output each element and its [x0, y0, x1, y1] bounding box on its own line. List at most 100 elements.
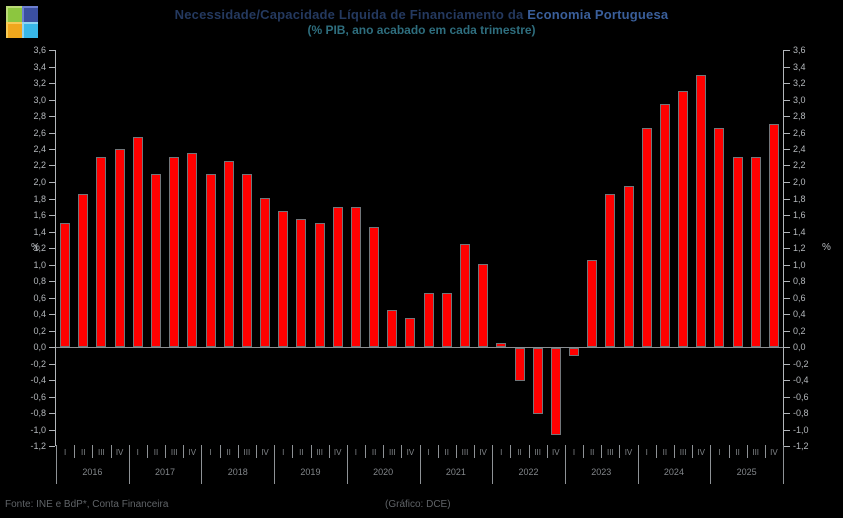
bar-2020-II	[369, 227, 380, 347]
bar-2020-III	[387, 310, 398, 347]
quarter-separator	[692, 445, 694, 458]
y-tick-left	[49, 232, 55, 233]
bar-2016-III	[96, 157, 107, 347]
y-tick-label-left: 0,2	[33, 326, 46, 336]
y-tick-right	[784, 116, 790, 117]
year-label: 2020	[373, 467, 394, 477]
bar-2019-I	[278, 211, 289, 347]
y-tick-label-left: 2,4	[33, 144, 46, 154]
y-tick-label-left: 2,2	[33, 160, 46, 170]
y-tick-left	[49, 67, 55, 68]
chart-title: Necessidade/Capacidade Líquida de Financ…	[0, 6, 843, 23]
y-tick-label-right: 1,8	[793, 194, 806, 204]
bar-2025-I	[714, 128, 725, 347]
quarter-label: II	[153, 448, 159, 457]
y-tick-label-right: 3,6	[793, 45, 806, 55]
quarter-separator	[74, 445, 76, 458]
quarter-label: III	[316, 448, 323, 457]
quarter-label: III	[388, 448, 396, 457]
year-separator	[564, 445, 566, 484]
quarter-separator	[328, 445, 330, 458]
y-tick-left	[49, 314, 55, 315]
year-separator	[492, 445, 494, 484]
quarter-separator	[546, 445, 548, 458]
y-tick-left	[49, 331, 55, 332]
bar-2018-IV	[260, 198, 270, 347]
y-tick-label-right: 2,2	[793, 160, 806, 170]
y-tick-right	[784, 232, 790, 233]
year-label: 2023	[591, 467, 612, 477]
quarter-label: II	[517, 448, 522, 457]
quarter-label: II	[662, 448, 668, 457]
bar-2020-IV	[405, 318, 416, 347]
quarter-label: IV	[115, 448, 124, 457]
y-tick-label-left: -1,0	[30, 425, 46, 435]
quarter-separator	[474, 445, 475, 458]
chart-header: Necessidade/Capacidade Líquida de Financ…	[0, 6, 843, 38]
y-tick-right	[784, 314, 790, 315]
quarter-label: IV	[406, 448, 415, 457]
chart-subtitle: (% PIB, ano acabado em cada trimestre)	[307, 23, 536, 37]
year-separator	[419, 445, 421, 484]
quarter-label: III	[461, 448, 469, 457]
bar-2016-IV	[114, 149, 125, 347]
y-tick-right	[784, 413, 790, 414]
quarter-label: IV	[479, 448, 487, 457]
quarter-label: II	[735, 448, 740, 457]
bar-2018-I	[205, 174, 216, 347]
y-tick-left	[49, 182, 55, 183]
app-logo	[6, 6, 38, 38]
y-tick-label-left: 0,6	[33, 293, 46, 303]
quarter-label: I	[645, 448, 648, 457]
quarter-separator	[401, 445, 403, 458]
y-tick-left	[49, 149, 55, 150]
y-tick-label-right: 1,6	[793, 210, 806, 220]
y-tick-label-left: 2,6	[33, 128, 46, 138]
quarter-separator	[728, 445, 730, 458]
y-tick-right	[784, 83, 790, 84]
y-tick-label-right: 0,4	[793, 309, 806, 319]
quarter-separator	[510, 445, 512, 458]
quarter-label: II	[81, 448, 86, 457]
bar-2024-IV	[696, 75, 707, 347]
y-tick-label-right: 1,0	[793, 260, 806, 270]
y-tick-label-left: 1,4	[33, 227, 46, 237]
quarter-label: I	[136, 448, 139, 457]
y-tick-label-right: -1,2	[793, 441, 809, 451]
bar-2022-I	[496, 343, 507, 347]
zero-line	[56, 347, 783, 348]
bar-2022-III	[532, 348, 543, 414]
y-tick-left	[49, 413, 55, 414]
y-tick-left	[49, 446, 55, 447]
quarter-label: I	[718, 448, 721, 457]
bar-2019-III	[314, 223, 325, 347]
y-tick-left	[49, 50, 55, 51]
quarter-separator	[455, 445, 457, 458]
y-tick-right	[784, 182, 790, 183]
bar-2024-I	[641, 128, 652, 347]
quarter-label: III	[752, 448, 760, 457]
quarter-label: I	[427, 448, 430, 457]
y-tick-label-right: 3,4	[793, 62, 806, 72]
y-tick-label-right: -0,8	[793, 408, 809, 418]
bar-2021-I	[423, 293, 434, 347]
y-tick-left	[49, 397, 55, 398]
quarter-separator	[165, 445, 167, 458]
y-tick-label-left: 0,8	[33, 276, 46, 286]
y-tick-left	[49, 281, 55, 282]
y-tick-left	[49, 298, 55, 299]
bar-2021-III	[459, 244, 470, 347]
quarter-separator	[292, 445, 294, 458]
quarter-separator	[655, 445, 657, 458]
quarter-separator	[764, 445, 766, 458]
bar-2024-III	[678, 91, 688, 347]
quarter-label: II	[371, 448, 377, 457]
quarter-label: II	[226, 448, 231, 457]
y-tick-label-right: 3,2	[793, 78, 806, 88]
bar-2018-III	[241, 174, 252, 347]
year-label: 2022	[518, 467, 539, 477]
y-tick-label-right: 2,8	[793, 111, 806, 121]
y-tick-right	[784, 446, 790, 447]
